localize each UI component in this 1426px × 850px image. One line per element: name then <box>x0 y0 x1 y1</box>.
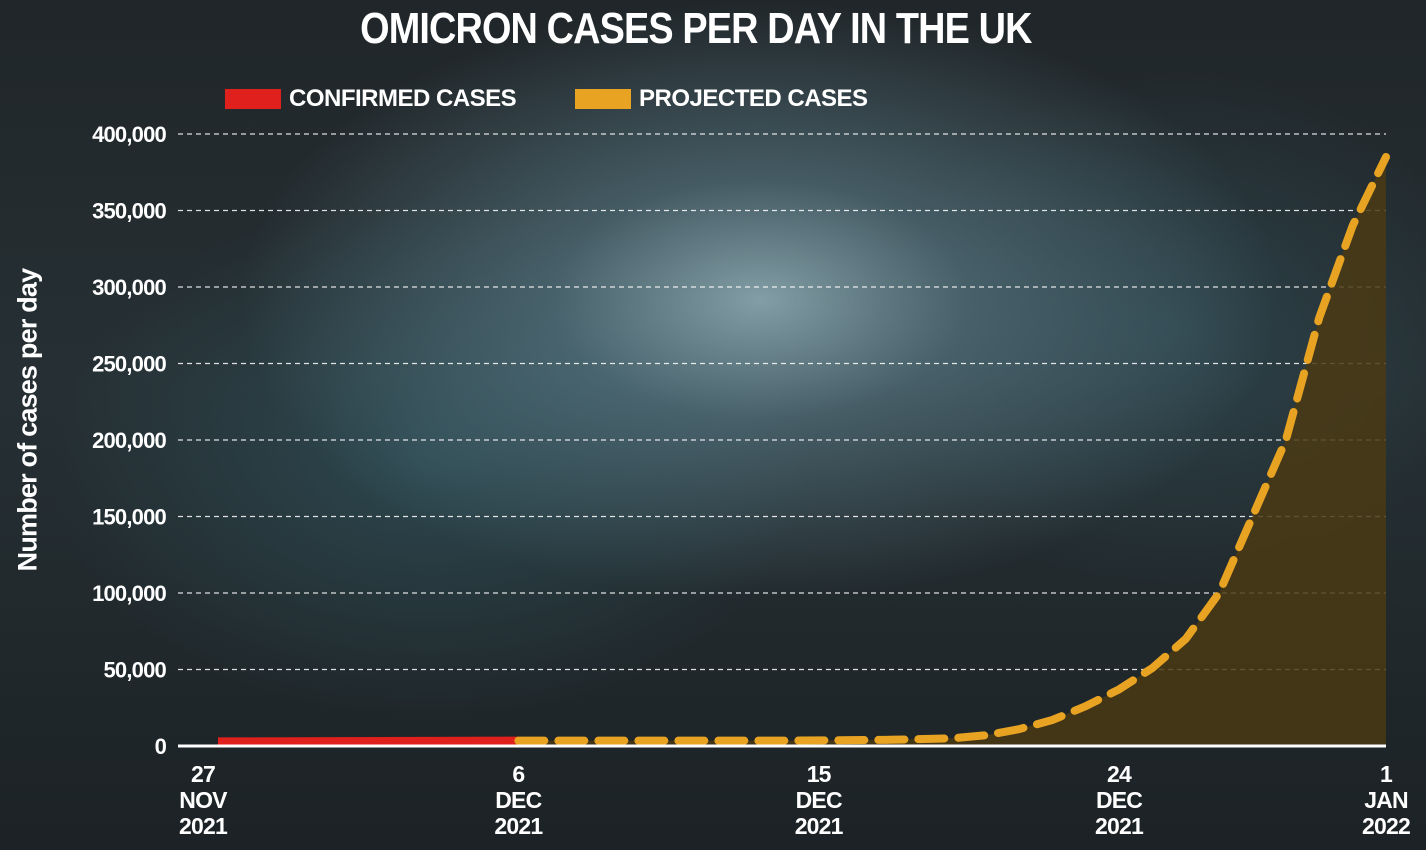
y-tick-label: 50,000 <box>104 658 167 683</box>
y-tick-label: 300,000 <box>92 275 166 300</box>
x-tick-label: 2021 <box>179 813 228 839</box>
x-tick-label: DEC <box>495 787 541 813</box>
x-tick-label: 27 <box>191 761 215 787</box>
x-tick-label: JAN <box>1364 787 1408 813</box>
x-tick-label: NOV <box>179 787 228 813</box>
y-tick-label: 0 <box>155 734 167 759</box>
legend-swatch-projected <box>575 89 631 109</box>
y-tick-label: 200,000 <box>92 428 166 453</box>
x-tick-label: 2021 <box>1095 813 1144 839</box>
legend-swatch-confirmed <box>225 89 281 109</box>
y-tick-label: 350,000 <box>92 199 166 224</box>
series-line-confirmed <box>217 736 519 746</box>
x-tick-label: DEC <box>796 787 842 813</box>
y-tick-label: 100,000 <box>92 581 166 606</box>
x-tick-label: 24 <box>1107 761 1132 787</box>
series-line-projected <box>514 152 1390 745</box>
x-tick-label: 1 <box>1380 761 1393 787</box>
y-tick-label: 150,000 <box>92 505 166 530</box>
legend-item-projected: PROJECTED CASES <box>575 84 868 114</box>
legend-label-projected: PROJECTED CASES <box>639 85 868 112</box>
legend-label-confirmed: CONFIRMED CASES <box>289 85 517 112</box>
projected-area <box>518 156 1386 746</box>
legend-item-confirmed: CONFIRMED CASES <box>225 84 517 114</box>
x-tick-label: 2021 <box>494 813 543 839</box>
y-tick-label: 250,000 <box>92 352 166 377</box>
chart-title: OMICRON CASES PER DAY IN THE UK <box>360 4 1032 53</box>
x-tick-label: 2021 <box>795 813 844 839</box>
x-tick-label: 2022 <box>1362 813 1410 839</box>
y-tick-label: 400,000 <box>92 122 166 147</box>
x-tick-label: 15 <box>807 761 832 787</box>
x-tick-label: 6 <box>512 761 524 787</box>
x-tick-label: DEC <box>1096 787 1142 813</box>
